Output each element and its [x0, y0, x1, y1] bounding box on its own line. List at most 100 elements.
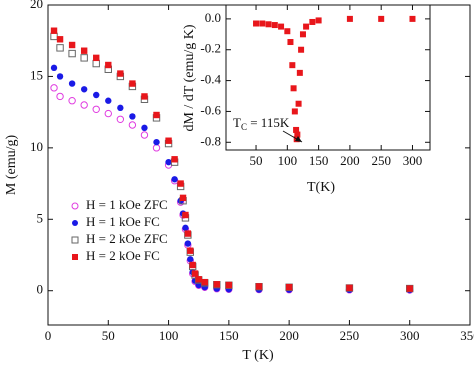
data-point: [153, 111, 160, 119]
plot-frame: [225, 4, 431, 151]
x-tick-label: 100: [159, 328, 179, 343]
legend-marker: [72, 220, 78, 226]
data-point: [128, 121, 137, 129]
annotation-main: T: [233, 115, 241, 130]
data-point: [80, 101, 88, 109]
data-point: [309, 18, 316, 25]
y-axis-label: M (emu/g): [4, 135, 19, 196]
data-point: [201, 283, 208, 291]
data-point: [303, 23, 310, 30]
data-point: [179, 194, 187, 202]
data-point: [406, 285, 413, 292]
y-tick-label: -0.4: [200, 72, 221, 87]
data-point: [50, 27, 58, 34]
y-tick-label: 5: [37, 210, 44, 225]
data-point: [290, 85, 297, 92]
data-point: [295, 100, 302, 107]
data-point: [265, 21, 272, 28]
x-tick-label: 300: [403, 153, 423, 168]
data-point: [378, 15, 385, 22]
data-point: [177, 180, 184, 187]
y-tick-label: 0: [37, 282, 44, 297]
data-point: [93, 91, 100, 99]
x-tick-label: 250: [371, 153, 391, 168]
x-tick-label: 300: [400, 328, 420, 343]
inset-background: [226, 5, 430, 150]
data-point: [93, 54, 100, 62]
data-point: [213, 281, 220, 288]
data-point: [50, 84, 58, 92]
y-tick-label: 20: [30, 0, 43, 11]
data-point: [191, 270, 199, 277]
data-point: [140, 131, 149, 139]
data-point: [56, 73, 64, 80]
inset-y-axis-label: dM / dT (emu/g K): [182, 24, 197, 131]
data-point: [117, 104, 124, 112]
data-point: [56, 92, 64, 101]
y-tick-label: -0.2: [200, 41, 221, 56]
data-point: [171, 156, 178, 163]
legend-label: H = 1 kOe FC: [86, 214, 160, 229]
data-point: [409, 15, 416, 22]
data-point: [184, 230, 192, 237]
data-point: [105, 61, 112, 69]
data-point: [50, 32, 58, 41]
legend-marker: [71, 236, 79, 244]
data-point: [68, 49, 76, 58]
data-point: [80, 86, 88, 93]
data-point: [105, 97, 112, 104]
annotation-rest: = 115K: [247, 115, 290, 130]
x-tick-label: 200: [279, 328, 299, 343]
x-tick-label: 200: [340, 153, 360, 168]
data-point: [92, 59, 100, 68]
legend-marker: [71, 202, 79, 210]
data-point: [129, 113, 136, 120]
data-point: [299, 31, 306, 38]
data-point: [346, 15, 353, 22]
y-tick-label: -0.8: [200, 133, 221, 148]
data-point: [80, 47, 88, 54]
legend-label: H = 1 kOe ZFC: [86, 197, 168, 212]
annotation: TC = 115K: [233, 115, 290, 132]
data-point: [187, 247, 194, 254]
data-point: [289, 62, 296, 69]
legend-label: H = 2 kOe FC: [86, 248, 160, 263]
x-tick-label: 100: [278, 153, 298, 168]
data-point: [129, 80, 136, 87]
x-tick-label: 50: [250, 153, 263, 168]
data-point: [141, 93, 148, 100]
data-point: [171, 176, 178, 183]
y-tick-label: -0.6: [200, 102, 221, 117]
x-tick-label: 150: [219, 328, 239, 343]
data-point: [255, 283, 263, 290]
y-tick-label: 15: [30, 67, 43, 82]
data-point: [346, 284, 353, 292]
y-tick-label: 0.0: [205, 10, 221, 25]
data-point: [50, 64, 58, 72]
legend-marker: [72, 254, 78, 260]
data-point: [189, 261, 196, 269]
data-point: [284, 28, 291, 35]
data-point: [68, 80, 76, 87]
data-point: [141, 124, 148, 132]
data-point: [104, 109, 112, 118]
data-point: [56, 44, 64, 52]
data-point: [315, 17, 322, 24]
data-point: [165, 137, 172, 144]
x-tick-label: 0: [45, 328, 52, 343]
data-point: [259, 20, 266, 27]
data-point: [225, 281, 233, 289]
data-point: [285, 283, 293, 291]
x-tick-label: 150: [309, 153, 329, 168]
data-point: [287, 39, 294, 46]
data-point: [182, 211, 189, 219]
data-point: [153, 138, 160, 146]
data-point: [184, 240, 192, 247]
legend-label: H = 2 kOe ZFC: [86, 231, 168, 246]
annotation-sub: C: [241, 122, 247, 132]
data-point: [291, 108, 298, 115]
data-point: [68, 97, 76, 105]
data-point: [152, 144, 161, 152]
x-tick-label: 50: [102, 328, 115, 343]
